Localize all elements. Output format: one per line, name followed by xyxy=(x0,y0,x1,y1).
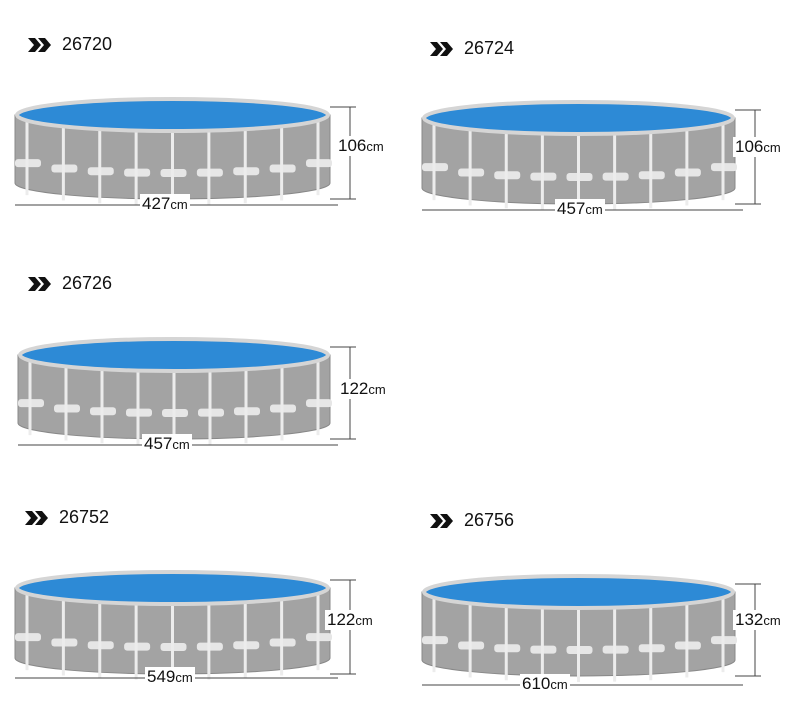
diameter-label: 549cm xyxy=(145,667,195,687)
height-label: 106cm xyxy=(336,136,386,156)
diameter-label: 427cm xyxy=(140,194,190,214)
unit: cm xyxy=(550,677,568,692)
value: 26720 xyxy=(62,34,113,54)
model-label: 26720 xyxy=(28,34,112,55)
unit: cm xyxy=(175,670,193,685)
value: 610 xyxy=(522,674,551,693)
unit: cm xyxy=(355,613,373,628)
pool-water xyxy=(15,570,330,606)
unit: cm xyxy=(172,437,190,452)
unit: cm xyxy=(170,197,188,212)
value: 26726 xyxy=(62,273,113,293)
arrow-icon xyxy=(430,513,453,528)
unit: cm xyxy=(368,382,386,397)
model-label: 26752 xyxy=(25,507,109,528)
arrow-icon xyxy=(25,510,48,525)
height-label: 122cm xyxy=(338,379,388,399)
height-label: 122cm xyxy=(325,610,375,630)
arrow-icon xyxy=(28,276,51,291)
pool-water xyxy=(422,574,735,610)
value: 549 xyxy=(147,667,176,686)
arrow-icon xyxy=(430,41,453,56)
unit: cm xyxy=(366,139,384,154)
value: 106 xyxy=(735,137,764,156)
diameter-label: 457cm xyxy=(142,434,192,454)
value: 26752 xyxy=(59,507,110,527)
value: 26756 xyxy=(464,510,515,530)
value: 122 xyxy=(340,379,369,398)
height-label: 132cm xyxy=(733,610,783,630)
diameter-label: 457cm xyxy=(555,199,605,219)
unit: cm xyxy=(763,613,781,628)
pool-water xyxy=(422,100,735,136)
value: 106 xyxy=(338,136,367,155)
diameter-label: 610cm xyxy=(520,674,570,694)
model-label: 26724 xyxy=(430,38,514,59)
value: 457 xyxy=(144,434,173,453)
value: 457 xyxy=(557,199,586,218)
model-label: 26756 xyxy=(430,510,514,531)
value: 122 xyxy=(327,610,356,629)
unit: cm xyxy=(763,140,781,155)
pool-water xyxy=(18,337,330,373)
value: 26724 xyxy=(464,38,515,58)
arrow-icon xyxy=(28,37,51,52)
height-label: 106cm xyxy=(733,137,783,157)
model-label: 26726 xyxy=(28,273,112,294)
value: 427 xyxy=(142,194,171,213)
unit: cm xyxy=(585,202,603,217)
value: 132 xyxy=(735,610,764,629)
pool-water xyxy=(15,97,330,133)
